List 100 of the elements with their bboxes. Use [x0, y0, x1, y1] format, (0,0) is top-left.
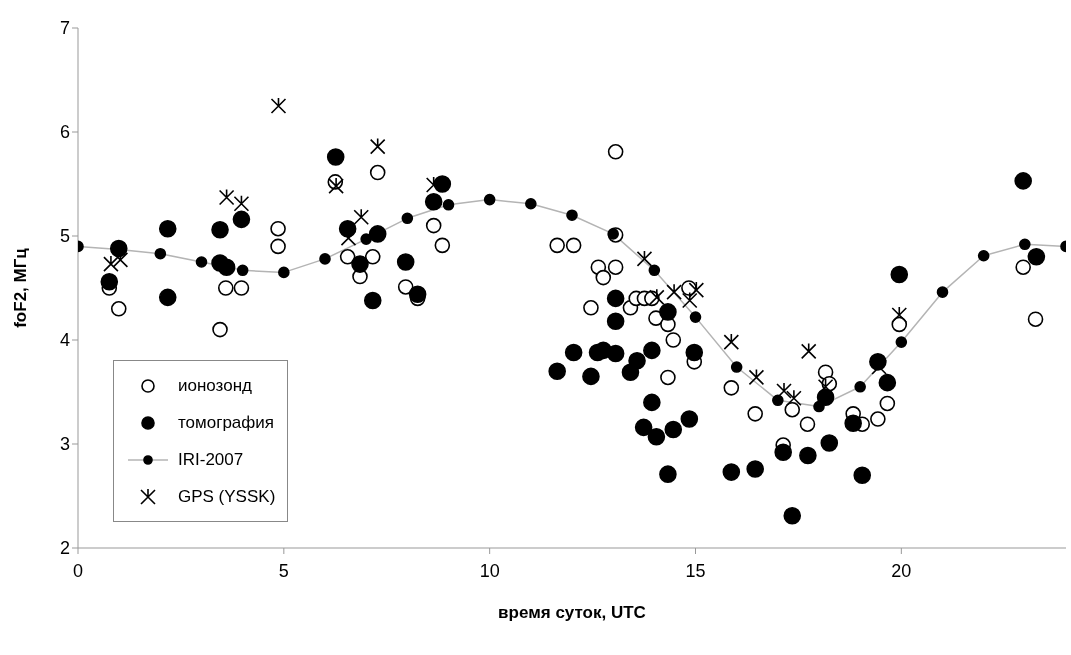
point: [871, 358, 887, 375]
point: [351, 255, 369, 273]
point: [878, 373, 897, 392]
y-tick-label: 2: [59, 538, 70, 559]
point: [233, 280, 250, 296]
point: [660, 369, 676, 386]
point: [722, 463, 741, 481]
point: [817, 378, 834, 395]
point: [891, 306, 908, 323]
point: [647, 427, 666, 446]
point: [665, 332, 682, 348]
legend-label: томография: [178, 412, 274, 433]
point: [747, 406, 763, 422]
point: [606, 344, 625, 363]
x-tick-label: 20: [891, 560, 912, 581]
point: [363, 291, 382, 310]
point: [212, 321, 228, 338]
point: [1027, 311, 1044, 327]
x-tick-label: 0: [72, 560, 84, 581]
point: [328, 177, 344, 194]
y-axis-title: foF2, МГц: [11, 247, 31, 328]
point: [723, 333, 740, 350]
point: [659, 465, 677, 483]
point: [606, 312, 625, 331]
y-tick-label: 4: [59, 330, 70, 351]
y-tick-label: 6: [59, 122, 70, 143]
point: [799, 416, 816, 433]
y-tick-label: 5: [59, 226, 70, 247]
point: [1014, 172, 1032, 190]
point: [425, 176, 442, 193]
point: [879, 395, 896, 412]
point: [870, 411, 886, 427]
point: [364, 249, 381, 265]
point: [368, 225, 387, 243]
point: [800, 342, 817, 360]
point: [549, 237, 565, 254]
point: [158, 288, 177, 307]
point: [595, 269, 612, 286]
point: [232, 210, 251, 229]
point: [606, 289, 625, 308]
point: [218, 188, 235, 206]
point: [664, 420, 683, 439]
point: [666, 283, 682, 300]
point: [112, 251, 129, 268]
point: [649, 288, 665, 306]
point: [685, 343, 704, 362]
legend-label: GPS (YSSK): [178, 486, 276, 507]
point: [783, 506, 802, 525]
point: [397, 279, 414, 295]
point: [746, 460, 764, 478]
point: [1027, 248, 1046, 266]
point: [424, 192, 443, 211]
point: [681, 291, 698, 309]
x-tick-label: 5: [278, 560, 289, 581]
point: [110, 301, 127, 317]
point: [1015, 259, 1031, 275]
legend-label: IRI-2007: [178, 449, 244, 470]
point: [564, 343, 583, 362]
x-tick-label: 10: [479, 560, 500, 581]
point: [748, 368, 765, 386]
point: [636, 250, 653, 267]
point: [583, 299, 599, 316]
point: [353, 208, 370, 226]
point: [659, 303, 677, 321]
point: [396, 253, 415, 271]
point: [799, 446, 817, 465]
point: [643, 341, 661, 360]
point: [607, 143, 624, 160]
point: [582, 367, 600, 386]
point: [339, 249, 356, 265]
point: [326, 148, 345, 166]
point: [774, 443, 792, 462]
point: [643, 393, 661, 412]
x-tick-label: 15: [685, 560, 706, 581]
point: [100, 272, 119, 291]
point: [217, 280, 234, 296]
point: [158, 219, 177, 238]
point: [680, 410, 699, 428]
point: [565, 237, 582, 254]
point: [217, 258, 236, 276]
point: [270, 97, 287, 114]
y-tick-label: 3: [59, 434, 70, 455]
point: [369, 164, 386, 181]
point: [369, 137, 386, 155]
point: [548, 362, 566, 380]
point: [103, 255, 119, 272]
point: [820, 434, 839, 452]
point: [270, 220, 286, 237]
point: [434, 237, 451, 254]
legend-label: ионозонд: [178, 375, 252, 396]
point: [607, 259, 624, 275]
point: [634, 418, 653, 437]
point: [270, 238, 286, 255]
point: [688, 281, 705, 298]
point: [784, 401, 801, 418]
point: [211, 220, 229, 239]
point: [723, 380, 740, 396]
point: [628, 352, 646, 370]
y-tick-label: 7: [59, 18, 70, 39]
point: [853, 466, 872, 484]
